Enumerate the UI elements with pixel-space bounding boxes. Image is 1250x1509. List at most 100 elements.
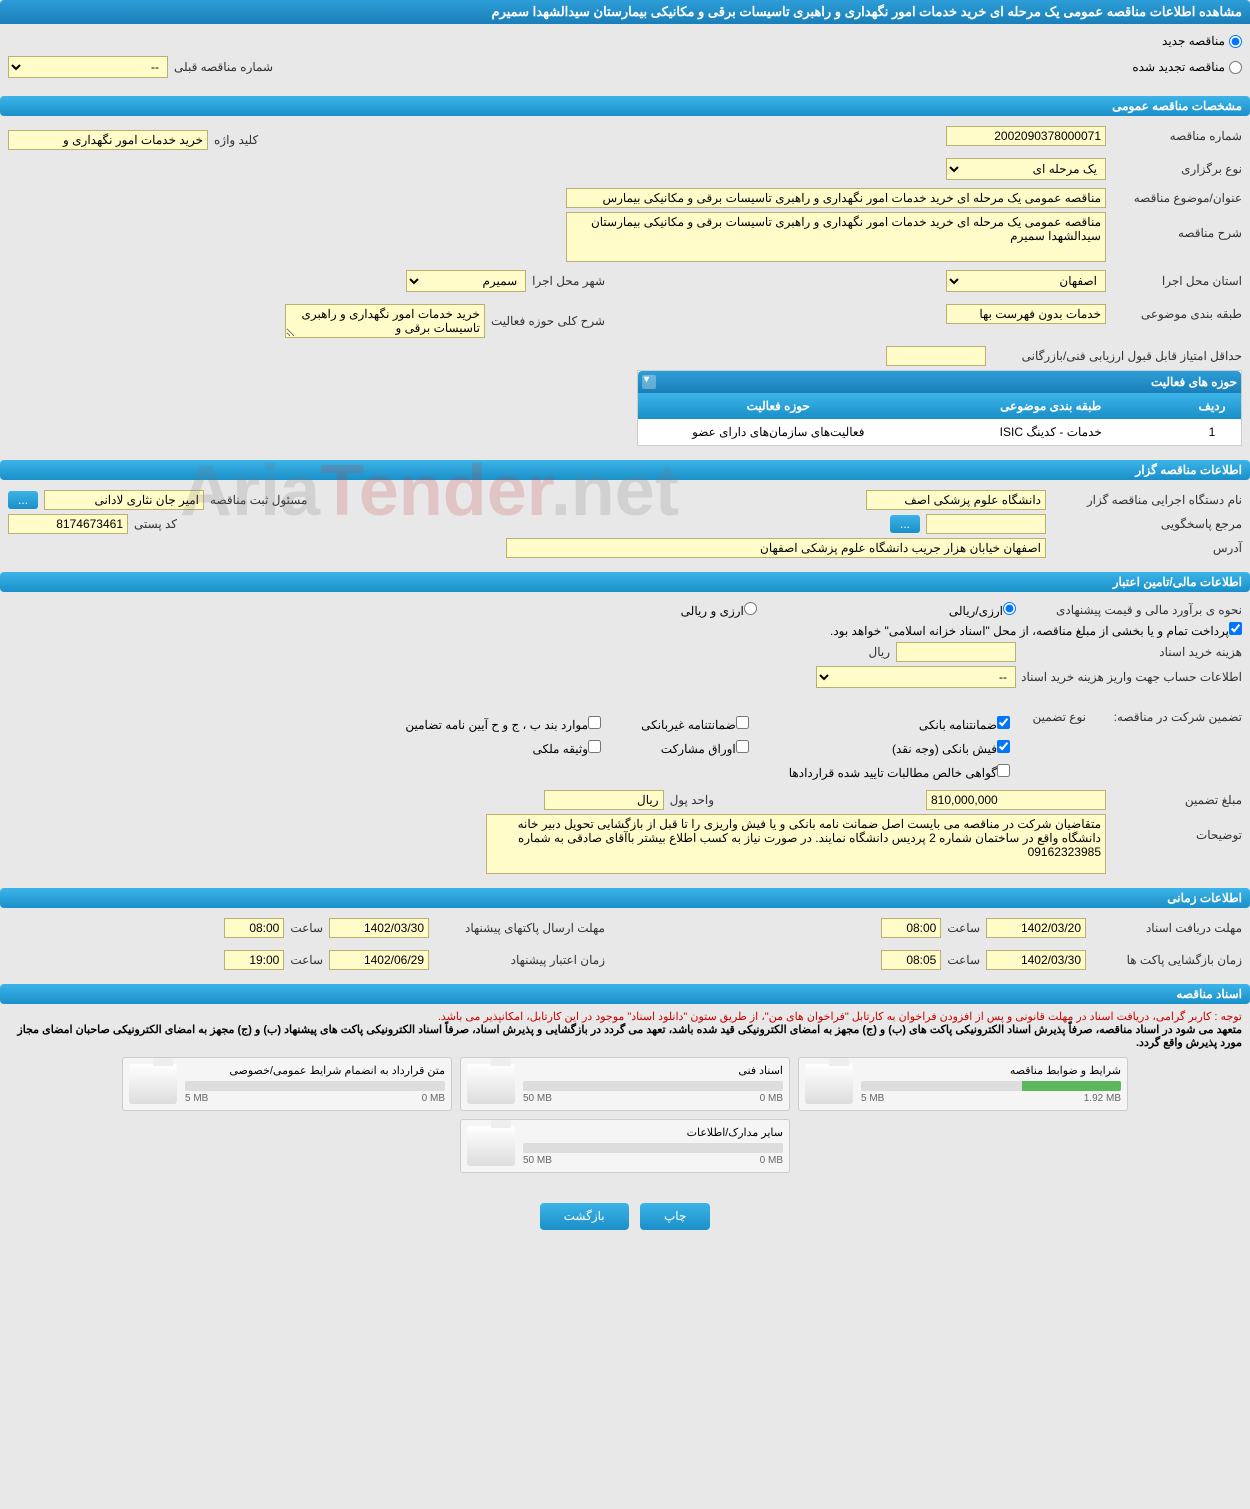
section-docs: اسناد مناقصه [0, 984, 1250, 1004]
type-select[interactable]: یک مرحله ای [946, 158, 1106, 180]
doc-used: 1.92 MB [1084, 1093, 1121, 1104]
doc-max: 5 MB [861, 1093, 884, 1104]
estimate-label: نحوه ی برآورد مالی و قیمت پیشنهادی [1022, 603, 1242, 617]
table-row: 1 خدمات - کدینگ ISIC فعالیت‌های سازمان‌ه… [638, 419, 1241, 445]
validity-time-input[interactable] [224, 950, 284, 970]
receive-label: مهلت دریافت اسناد [1092, 921, 1242, 935]
chk-property[interactable]: وثیقه ملکی [405, 740, 601, 756]
number-label: شماره مناقصه [1112, 129, 1242, 143]
doc-tile[interactable]: سایر مدارک/اطلاعات 50 MB0 MB [460, 1119, 790, 1173]
guarantee-label: تضمین شرکت در مناقصه: [1092, 710, 1242, 724]
cost-unit: ریال [868, 645, 890, 659]
open-time-input[interactable] [881, 950, 941, 970]
chk-partnership[interactable]: اوراق مشارکت [641, 740, 749, 756]
collapse-icon[interactable] [642, 375, 656, 389]
docs-note-bold: متعهد می شود در اسناد مناقصه، صرفاً پذیر… [8, 1023, 1242, 1049]
cell-class: خدمات - کدینگ ISIC [915, 423, 1188, 441]
validity-label: زمان اعتبار پیشنهاد [435, 953, 605, 967]
folder-icon [467, 1126, 515, 1166]
class-label: طبقه بندی موضوعی [1112, 307, 1242, 321]
section-timing: اطلاعات زمانی [0, 888, 1250, 908]
chk-nonbank[interactable]: ضمانتنامه غیربانکی [641, 716, 749, 732]
keyword-input[interactable] [8, 130, 208, 150]
docs-note-red: توجه : کاربر گرامی، دریافت اسناد در مهلت… [8, 1010, 1242, 1023]
activities-header: حوزه های فعالیت [1151, 375, 1237, 389]
print-button[interactable]: چاپ [640, 1203, 710, 1230]
open-date-input[interactable] [986, 950, 1086, 970]
org-name-input[interactable] [866, 490, 1046, 510]
radio-new-label: مناقصه جدید [1162, 34, 1225, 48]
postal-label: کد پستی [134, 517, 177, 531]
doc-progress [185, 1081, 445, 1091]
radio-rial[interactable]: ارزی/ریالی [949, 602, 1016, 618]
prev-number-select[interactable]: -- [8, 56, 168, 78]
currency-input[interactable] [544, 790, 664, 810]
address-input[interactable] [506, 538, 1046, 558]
chk-bank[interactable]: ضمانتنامه بانکی [789, 716, 1010, 732]
amount-label: مبلغ تضمین [1112, 793, 1242, 807]
title-label: عنوان/موضوع مناقصه [1112, 191, 1242, 205]
explain-textarea[interactable] [486, 814, 1106, 874]
doc-used: 0 MB [422, 1093, 445, 1104]
radio-fx[interactable]: ارزی و ریالی [681, 602, 757, 618]
send-time-label: ساعت [290, 921, 323, 935]
doc-title: شرایط و ضوابط مناقصه [861, 1064, 1121, 1077]
col-class: طبقه بندی موضوعی [915, 397, 1188, 415]
class-input[interactable] [946, 304, 1106, 324]
cost-input[interactable] [896, 642, 1016, 662]
radio-new-tender[interactable]: مناقصه جدید [1162, 34, 1242, 48]
back-button[interactable]: بازگشت [540, 1203, 629, 1230]
title-input[interactable] [566, 188, 1106, 208]
radio-new-input[interactable] [1229, 35, 1242, 48]
doc-max: 50 MB [523, 1093, 552, 1104]
receive-time-label: ساعت [947, 921, 980, 935]
doc-progress [861, 1081, 1121, 1091]
number-input[interactable] [946, 126, 1106, 146]
send-time-input[interactable] [224, 918, 284, 938]
responsible-input[interactable] [44, 490, 204, 510]
open-time-label: ساعت [947, 953, 980, 967]
activities-table: حوزه های فعالیت ردیف طبقه بندی موضوعی حو… [637, 370, 1242, 446]
doc-title: متن قرارداد به انضمام شرایط عمومی/خصوصی [185, 1064, 445, 1077]
address-label: آدرس [1052, 541, 1242, 555]
section-financial: اطلاعات مالی/تامین اعتبار [0, 572, 1250, 592]
doc-tile[interactable]: اسناد فنی 50 MB0 MB [460, 1057, 790, 1111]
account-select[interactable]: -- [816, 666, 1016, 688]
treasury-check[interactable]: پرداخت تمام و یا بخشی از مبلغ مناقصه، از… [830, 622, 1242, 638]
validity-date-input[interactable] [329, 950, 429, 970]
desc-label: شرح مناقصه [1112, 212, 1242, 240]
chk-cert[interactable]: گواهی خالص مطالبات تایید شده قراردادها [789, 764, 1010, 780]
radio-renewed-tender[interactable]: مناقصه تجدید شده [1132, 60, 1242, 74]
desc-textarea[interactable] [566, 212, 1106, 262]
radio-renewed-label: مناقصه تجدید شده [1132, 60, 1225, 74]
receive-time-input[interactable] [881, 918, 941, 938]
scope-input[interactable] [285, 304, 485, 338]
receive-date-input[interactable] [986, 918, 1086, 938]
min-score-input[interactable] [886, 346, 986, 366]
ref-label: مرجع پاسخگویی [1052, 517, 1242, 531]
cell-activity: فعالیت‌های سازمان‌های دارای عضو [642, 423, 915, 441]
radio-renewed-input[interactable] [1229, 61, 1242, 74]
chk-fish[interactable]: فیش بانکی (وجه نقد) [789, 740, 1010, 756]
page-title: مشاهده اطلاعات مناقصه عمومی یک مرحله ای … [0, 0, 1250, 24]
scope-label: شرح کلی حوزه فعالیت [491, 314, 605, 328]
city-select[interactable]: سمیرم [406, 270, 526, 292]
prev-number-label: شماره مناقصه قبلی [174, 60, 273, 74]
doc-tile[interactable]: شرایط و ضوابط مناقصه 5 MB 1.92 MB [798, 1057, 1128, 1111]
province-select[interactable]: اصفهان [946, 270, 1106, 292]
folder-icon [467, 1064, 515, 1104]
doc-used: 0 MB [760, 1093, 783, 1104]
send-date-input[interactable] [329, 918, 429, 938]
doc-max: 5 MB [185, 1093, 208, 1104]
amount-input[interactable] [926, 790, 1106, 810]
explain-label: توضیحات [1112, 814, 1242, 842]
responsible-label: مسئول ثبت مناقصه [210, 493, 307, 507]
doc-used: 0 MB [760, 1155, 783, 1166]
cost-label: هزینه خرید اسناد [1022, 645, 1242, 659]
postal-input[interactable] [8, 514, 128, 534]
responsible-lookup-button[interactable]: ... [8, 491, 38, 509]
ref-lookup-button[interactable]: ... [890, 515, 920, 533]
chk-clause[interactable]: موارد بند ب ، ج و ح آیین نامه تضامین [405, 716, 601, 732]
doc-tile[interactable]: متن قرارداد به انضمام شرایط عمومی/خصوصی … [122, 1057, 452, 1111]
ref-input[interactable] [926, 514, 1046, 534]
